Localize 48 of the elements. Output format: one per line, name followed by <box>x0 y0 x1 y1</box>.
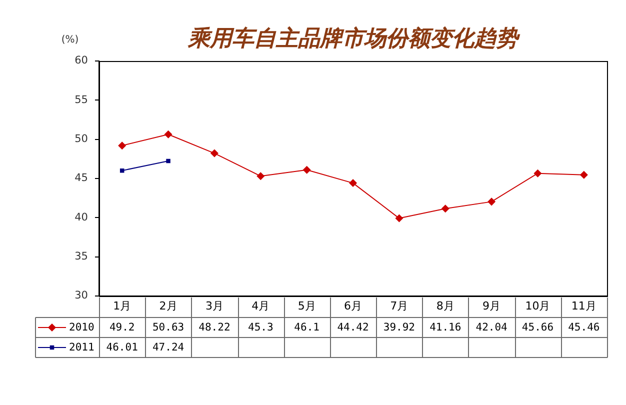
legend-label: 2010 <box>69 322 94 334</box>
y-tick-label: 35 <box>74 250 88 263</box>
chart-title: 乘用车自主品牌市场份额变化趋势 <box>187 26 521 52</box>
data-label: 48.22 <box>198 322 230 334</box>
data-label: 50.63 <box>152 322 184 334</box>
x-tick-label: 9月 <box>482 299 501 312</box>
y-axis-title: (%) <box>61 34 79 46</box>
point <box>164 130 172 138</box>
point <box>442 204 450 212</box>
legend-label: 2011 <box>69 342 94 354</box>
point <box>488 198 496 206</box>
x-tick-label: 11月 <box>571 299 596 312</box>
point <box>534 170 542 178</box>
point <box>166 158 170 164</box>
data-label: 45.66 <box>522 322 554 334</box>
y-tick-label: 55 <box>74 94 88 106</box>
data-label: 39.92 <box>383 322 415 334</box>
x-tick-label: 2月 <box>159 299 178 312</box>
y-tick-label: 45 <box>74 172 88 184</box>
x-tick-label: 1月 <box>113 299 132 312</box>
point <box>349 179 357 187</box>
data-label: 42.04 <box>476 322 508 334</box>
y-tick-label: 40 <box>74 211 88 224</box>
data-label: 46.1 <box>294 322 320 334</box>
y-tick-label: 60 <box>74 54 88 67</box>
point <box>256 172 264 180</box>
x-tick-label: 6月 <box>344 299 362 312</box>
x-tick-label: 5月 <box>298 299 316 312</box>
y-tick-label: 30 <box>74 290 88 302</box>
x-tick-label: 8月 <box>436 299 454 312</box>
data-label: 45.3 <box>248 322 274 334</box>
x-tick-label: 3月 <box>205 299 224 312</box>
y-tick-label: 50 <box>74 133 88 146</box>
data-label: 44.42 <box>337 322 369 334</box>
x-tick-label: 10月 <box>525 299 550 312</box>
x-tick-label: 4月 <box>252 299 270 312</box>
data-label: 46.01 <box>106 342 138 354</box>
x-tick-label: 7月 <box>390 299 408 312</box>
point <box>395 214 403 222</box>
point <box>210 149 218 158</box>
point <box>118 142 126 150</box>
point <box>303 166 311 174</box>
data-label: 45.46 <box>568 322 600 334</box>
point <box>120 168 124 173</box>
data-label: 41.16 <box>430 322 462 334</box>
point <box>580 171 588 179</box>
data-label: 49.2 <box>109 322 135 334</box>
data-label: 47.24 <box>152 342 184 354</box>
